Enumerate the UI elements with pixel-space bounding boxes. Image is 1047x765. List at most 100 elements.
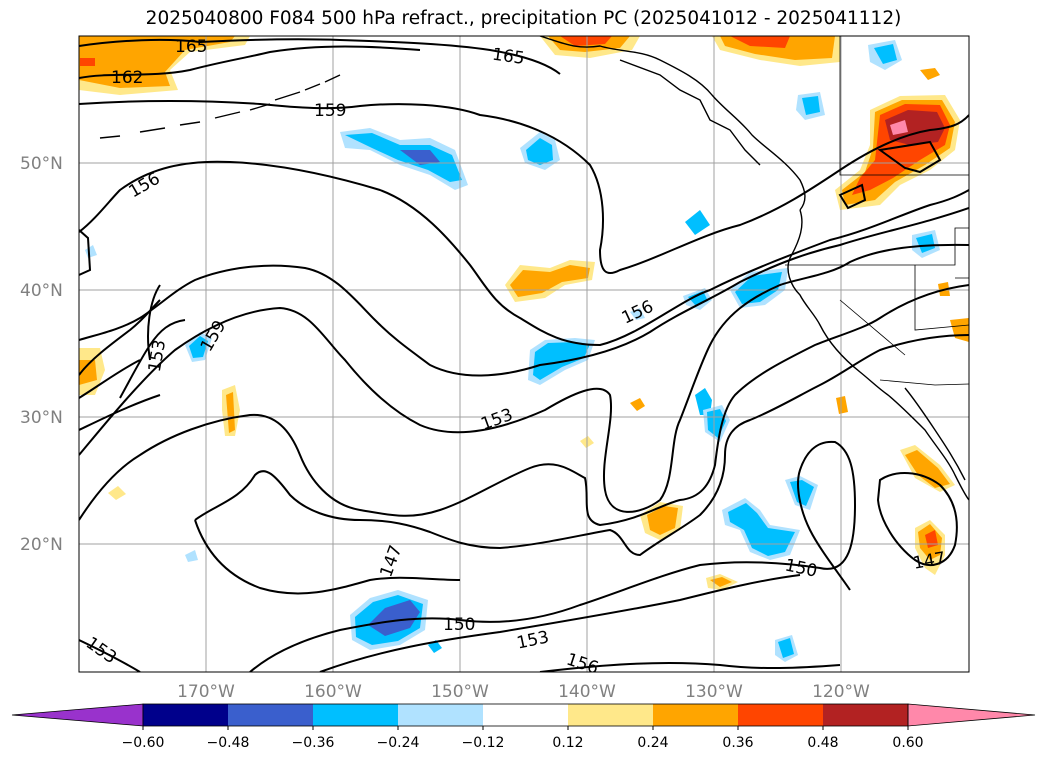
colorbar-tick-label: 0.12: [552, 735, 583, 751]
precip-negative-area: [400, 150, 440, 165]
lat-tick-label: 20°N: [20, 535, 63, 555]
longitude-labels: 170°W 160°W 150°W 140°W 130°W 120°W: [177, 682, 870, 702]
contour-147-d: [79, 394, 161, 431]
precip-negative-area: [874, 44, 897, 64]
precip-positive-area: [510, 265, 590, 297]
precip-positive-area: [890, 120, 908, 135]
colorbar-tick-label: 0.48: [807, 735, 838, 751]
contour-162-b: [877, 140, 942, 174]
contour-162-c: [838, 183, 867, 210]
contour-165: [79, 38, 561, 75]
contour-150-c: [79, 359, 141, 399]
contour-150: [79, 284, 969, 527]
contour-label: 162: [111, 68, 143, 88]
lat-tick-label: 40°N: [20, 281, 63, 301]
precip-positive-area: [885, 110, 945, 145]
colorbar-segment: [483, 704, 568, 726]
colorbar-tick-label: −0.36: [292, 735, 335, 751]
contour-153-c: [79, 639, 141, 672]
colorbar-tick-label: 0.36: [722, 735, 753, 751]
precip-positive-area: [630, 398, 645, 411]
colorbar-extension-low: [11, 703, 144, 727]
colorbar-tick-label: −0.48: [207, 735, 250, 751]
lon-tick-label: 130°W: [685, 682, 743, 702]
us-mexico-border: [879, 379, 969, 386]
precip-positive-area: [226, 392, 235, 433]
aleutian-islands: [99, 74, 341, 139]
precip-negative-area: [790, 480, 814, 506]
precip-positive-area: [79, 360, 97, 385]
contour-141: [79, 229, 92, 276]
precip-negative-area: [685, 210, 710, 235]
colorbar-segment: [738, 704, 823, 726]
contour-162: [79, 45, 421, 79]
precip-negative-area: [778, 638, 794, 658]
refractivity-contours: [79, 38, 969, 672]
contour-153-b: [79, 243, 969, 513]
baja-coast: [904, 387, 966, 481]
lon-tick-label: 170°W: [177, 682, 235, 702]
us-state-borders: [785, 227, 969, 356]
lon-tick-label: 160°W: [304, 682, 362, 702]
contour-153-e: [79, 299, 161, 376]
colorbar-segment: [398, 704, 483, 726]
contour-156-b: [539, 661, 841, 672]
colorbar-tick-label: −0.24: [377, 735, 420, 751]
colorbar-frame: [142, 703, 909, 727]
precip-negative-area: [695, 388, 712, 415]
colorbar-tick-label: −0.60: [122, 735, 165, 751]
precip-anomaly-fills: [79, 36, 969, 662]
precip-positive-area: [730, 36, 790, 48]
map-title: 2025040800 F084 500 hPa refract., precip…: [145, 8, 902, 29]
us-canada-border: [839, 36, 969, 176]
colorbar-segment: [823, 704, 908, 726]
contour-label: 150: [443, 615, 475, 635]
contour-label: 165: [175, 37, 207, 57]
political-borders: [785, 36, 969, 386]
precip-negative-area: [735, 272, 782, 304]
colorbar-segment: [568, 704, 653, 726]
precip-negative-area: [526, 138, 553, 165]
precip-positive-area: [920, 68, 940, 80]
map-frame: [78, 35, 970, 673]
colorbar-tick-label: 0.24: [637, 735, 668, 751]
map-gridlines: [79, 36, 969, 672]
colorbar-segment: [653, 704, 738, 726]
precip-positive-area: [710, 577, 732, 587]
colorbar: −0.60 −0.48 −0.36 −0.24 −0.12 0.12 0.24 0.36 0.4…: [11, 703, 1036, 751]
colorbar-tick-label: 0.60: [892, 735, 923, 751]
precip-positive-area: [560, 36, 612, 46]
contour-156: [79, 160, 969, 347]
latitude-labels: 20°N 30°N 40°N 50°N: [20, 154, 63, 555]
colorbar-segment: [313, 704, 398, 726]
precip-positive-area: [80, 58, 95, 66]
colorbar-tick-label: −0.12: [462, 735, 505, 751]
lon-tick-label: 140°W: [558, 682, 616, 702]
precip-negative-area: [345, 133, 462, 182]
precip-negative-area: [189, 336, 208, 358]
precip-negative-area: [802, 96, 820, 115]
colorbar-extension-high: [907, 703, 1036, 727]
precip-negative-area: [728, 503, 795, 556]
contour-150-b: [249, 440, 857, 672]
canada-coast: [787, 209, 969, 501]
precip-positive-area: [905, 450, 950, 488]
precip-positive-area: [836, 396, 848, 414]
contour-153-d: [319, 574, 801, 672]
contour-159: [79, 100, 969, 275]
precip-negative-area: [916, 234, 935, 253]
contour-label: 159: [314, 101, 346, 121]
contour-159-b: [119, 284, 186, 399]
map-panel: 165 165 162 159 156 159 153 156 153 147 …: [79, 36, 969, 672]
contour-147-b: [194, 519, 461, 595]
alaska-coast: [619, 59, 761, 166]
lat-tick-label: 30°N: [20, 408, 63, 428]
lon-tick-label: 120°W: [812, 682, 870, 702]
contour-153: [79, 207, 969, 377]
alaska-coast: [539, 36, 806, 211]
precip-positive-area: [647, 506, 678, 535]
precip-negative-area: [630, 308, 645, 320]
contour-147-c: [876, 472, 958, 566]
precip-positive-area: [108, 486, 126, 500]
colorbar-segment: [143, 704, 228, 726]
